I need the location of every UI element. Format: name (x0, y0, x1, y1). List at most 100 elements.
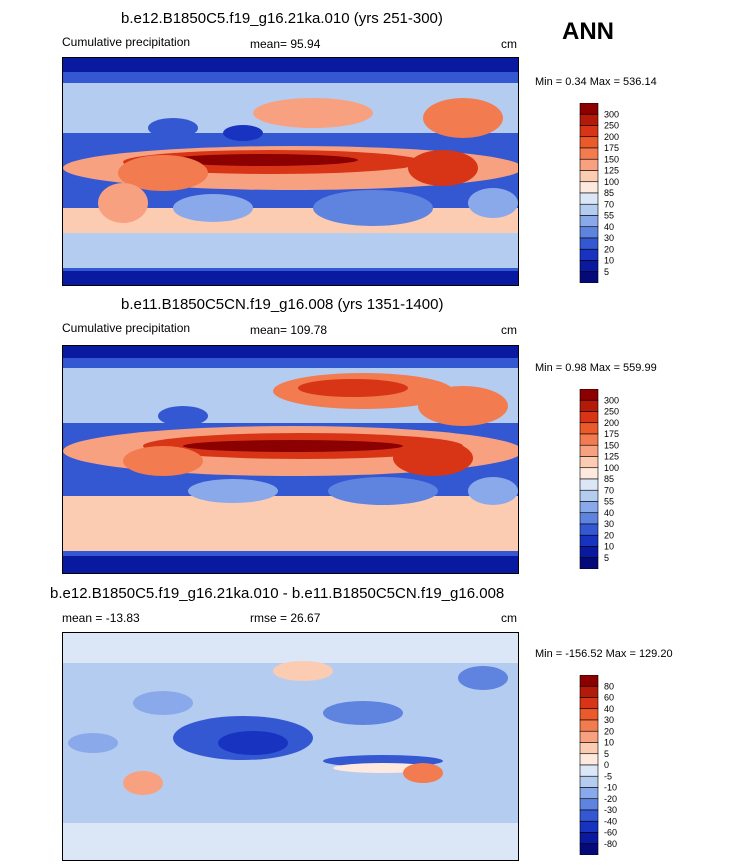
panel-3-colorbar: 80 60 40 30 20 10 5 0 -5 -10 -20 -30 -40 -60 -80 (578, 675, 638, 855)
colorbar-tick-label: 5 (604, 267, 609, 277)
colorbar-box (579, 226, 599, 239)
panel-1-map (62, 57, 519, 286)
colorbar-box (579, 456, 599, 469)
colorbar-tick-label: 175 (604, 143, 619, 153)
panel-1-title: b.e12.B1850C5.f19_g16.21ka.010 (yrs 251-… (121, 10, 443, 27)
colorbar-box (579, 534, 599, 547)
colorbar-tick-label: 250 (604, 121, 619, 131)
colorbar-tick-label: 175 (604, 429, 619, 439)
colorbar-box (579, 489, 599, 502)
colorbar-box (579, 546, 599, 559)
colorbar-tick-label: 200 (604, 132, 619, 142)
colorbar-tick-label: 125 (604, 166, 619, 176)
colorbar-tick-label: -20 (604, 794, 617, 804)
colorbar-tick-label: 80 (604, 681, 614, 691)
colorbar-box (579, 203, 599, 216)
colorbar-box (579, 730, 599, 743)
colorbar-tick-label: 40 (604, 704, 614, 714)
panel-1-units: cm (501, 37, 517, 51)
panel-1-left-label: Cumulative precipitation (62, 35, 191, 49)
colorbar-box (579, 523, 599, 536)
panel-2-map (62, 345, 519, 574)
colorbar-box (579, 764, 599, 777)
colorbar-box (579, 125, 599, 138)
colorbar-box (579, 444, 599, 457)
colorbar-box (579, 170, 599, 183)
colorbar-tick-label: 20 (604, 530, 614, 540)
colorbar-box (579, 820, 599, 833)
colorbar-box (579, 192, 599, 205)
colorbar-tick-label: 85 (604, 474, 614, 484)
colorbar-box (579, 478, 599, 491)
colorbar-tick-label: 10 (604, 256, 614, 266)
panel-1-minmax: Min = 0.34 Max = 536.14 (535, 76, 657, 88)
colorbar-box (579, 787, 599, 800)
colorbar-box (579, 422, 599, 435)
panel-1-colorbar-boxes (579, 103, 599, 283)
colorbar-box (579, 675, 599, 687)
colorbar-box (579, 467, 599, 480)
colorbar-box (579, 271, 599, 283)
colorbar-box (579, 136, 599, 149)
colorbar-box (579, 103, 599, 115)
colorbar-box (579, 685, 599, 698)
colorbar-box (579, 798, 599, 811)
colorbar-box (579, 719, 599, 732)
panel-2-map-field (63, 346, 518, 573)
colorbar-tick-label: 10 (604, 542, 614, 552)
colorbar-box (579, 411, 599, 424)
colorbar-box (579, 708, 599, 721)
colorbar-box (579, 113, 599, 126)
colorbar-box (579, 215, 599, 228)
colorbar-box (579, 512, 599, 525)
colorbar-tick-label: -60 (604, 828, 617, 838)
colorbar-tick-label: 200 (604, 418, 619, 428)
panel-1-map-field (63, 58, 518, 285)
panel-3-units: cm (501, 611, 517, 625)
panel-2-title: b.e11.B1850C5CN.f19_g16.008 (yrs 1351-14… (121, 296, 444, 313)
colorbar-box (579, 147, 599, 160)
colorbar-box (579, 697, 599, 710)
colorbar-box (579, 742, 599, 755)
colorbar-box (579, 181, 599, 194)
colorbar-tick-label: 70 (604, 199, 614, 209)
panel-2-colorbar-boxes (579, 389, 599, 569)
panel-3-title: b.e12.B1850C5.f19_g16.21ka.010 - b.e11.B… (50, 585, 505, 602)
colorbar-tick-label: 300 (604, 395, 619, 405)
colorbar-tick-label: 150 (604, 440, 619, 450)
colorbar-tick-label: 30 (604, 715, 614, 725)
colorbar-tick-label: 100 (604, 463, 619, 473)
colorbar-tick-label: 40 (604, 508, 614, 518)
colorbar-tick-label: 30 (604, 519, 614, 529)
colorbar-box (579, 248, 599, 261)
panel-3-map (62, 632, 519, 861)
colorbar-tick-label: -5 (604, 771, 612, 781)
colorbar-tick-label: 10 (604, 738, 614, 748)
panel-3-map-field (63, 633, 518, 860)
colorbar-tick-label: -80 (604, 839, 617, 849)
colorbar-tick-label: 250 (604, 407, 619, 417)
panel-1-mean: mean= 95.94 (250, 37, 321, 51)
colorbar-box (579, 433, 599, 446)
colorbar-tick-label: 125 (604, 452, 619, 462)
colorbar-tick-label: -30 (604, 805, 617, 815)
colorbar-tick-label: 55 (604, 211, 614, 221)
panel-3-rmse: rmse = 26.67 (250, 611, 321, 625)
colorbar-box (579, 237, 599, 250)
panel-2-left-label: Cumulative precipitation (62, 321, 191, 335)
panel-2-colorbar: 300 250 200 175 150 125 100 85 70 55 40 30 20 10 5 (578, 389, 638, 569)
colorbar-tick-label: 70 (604, 485, 614, 495)
colorbar-box (579, 832, 599, 845)
colorbar-tick-label: 5 (604, 749, 609, 759)
colorbar-tick-label: 55 (604, 497, 614, 507)
colorbar-tick-label: 30 (604, 233, 614, 243)
colorbar-box (579, 389, 599, 401)
colorbar-box (579, 775, 599, 788)
colorbar-tick-label: 0 (604, 760, 609, 770)
colorbar-tick-label: 5 (604, 553, 609, 563)
panel-3-mean: mean = -13.83 (62, 611, 140, 625)
panel-1-colorbar: 300 250 200 175 150 125 100 85 70 55 40 30 20 10 5 (578, 103, 638, 283)
